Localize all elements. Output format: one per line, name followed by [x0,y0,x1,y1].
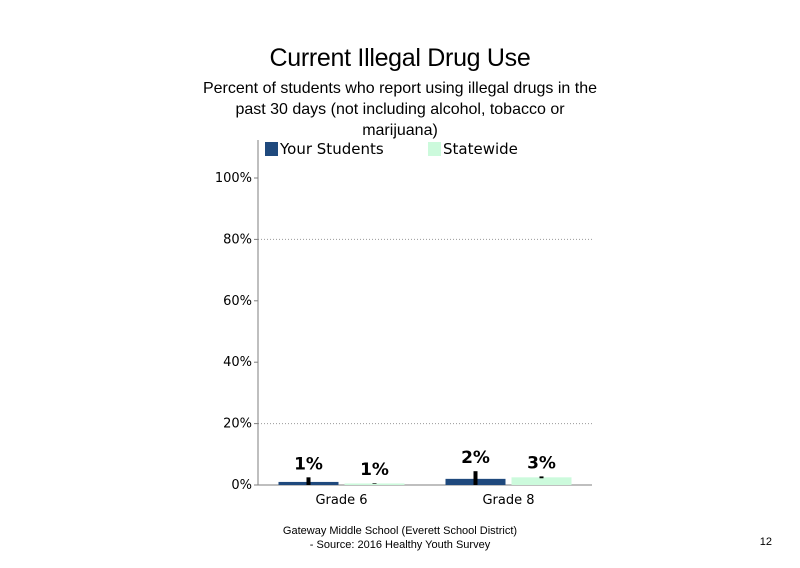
data-label: 1% [360,460,389,480]
legend-swatch-your-students [265,142,278,156]
x-tick-label: Grade 6 [315,493,367,508]
bar-statewide [344,483,405,485]
page-number: 12 [759,536,772,548]
y-tick-label: 20% [223,417,252,432]
y-tick-label: 80% [223,232,252,247]
legend-statewide: Statewide [428,140,518,158]
legend-your-students: Your Students [265,140,384,158]
legend-label-your-students: Your Students [280,140,384,158]
chart-title: Current Illegal Drug Use [269,44,531,72]
footer-source: Gateway Middle School (Everett School Di… [250,524,550,552]
chart-subtitle: Percent of students who report using ill… [202,80,597,139]
y-tick-label: 60% [223,294,252,309]
data-label: 2% [461,448,490,468]
footer-line-1: Gateway Middle School (Everett School Di… [282,525,518,537]
legend-label-statewide: Statewide [443,140,518,158]
data-label: 3% [527,453,556,473]
x-tick-label: Grade 8 [482,493,534,508]
legend-swatch-statewide [428,142,441,156]
footer-line-2: - Source: 2016 Healthy Youth Survey [309,539,491,551]
y-tick-label: 100% [215,171,252,186]
bar-statewide [511,477,572,485]
data-label: 1% [294,454,323,474]
y-tick-label: 40% [223,355,252,370]
y-tick-label: 0% [231,478,252,493]
